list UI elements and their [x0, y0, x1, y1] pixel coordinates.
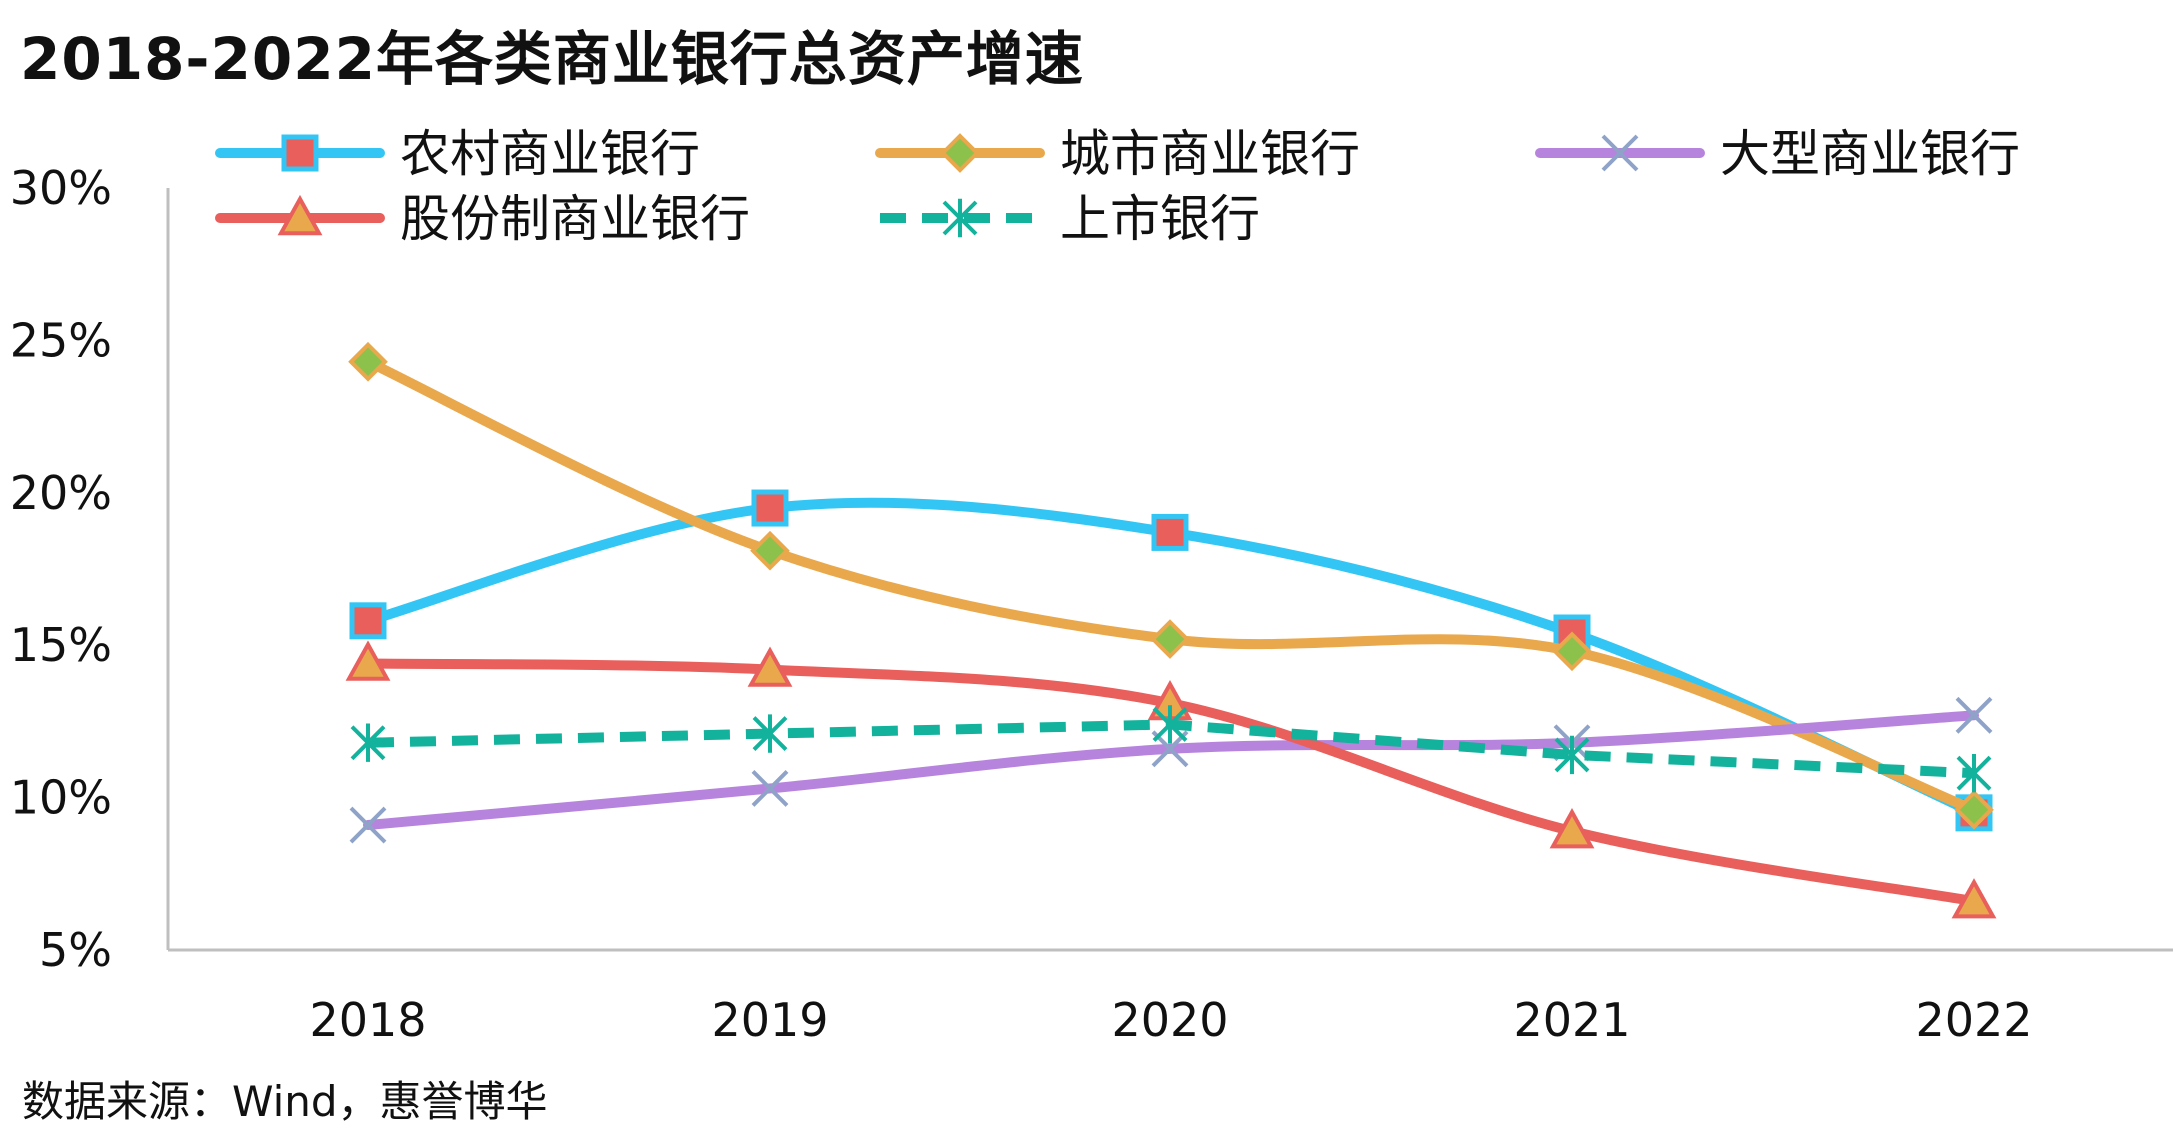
data-point-marker — [1956, 754, 1992, 793]
x-tick-labels: 2018 2019 2020 2021 2022 — [309, 993, 2032, 1047]
legend-marker — [281, 134, 319, 172]
legend-item: 城市商业银行 — [875, 125, 1360, 183]
legend-item: 上市银行 — [880, 190, 1260, 248]
data-point-marker — [1150, 619, 1190, 659]
legend-item: 大型商业银行 — [1535, 125, 2020, 183]
series-diamond — [348, 341, 1994, 830]
x-tick-label: 2018 — [309, 993, 426, 1047]
legend-label: 上市银行 — [1060, 190, 1260, 248]
legend-item: 农村商业银行 — [215, 125, 700, 183]
y-tick-label: 25% — [10, 313, 112, 367]
series-star — [350, 705, 1992, 793]
y-tick-label: 30% — [10, 161, 112, 215]
data-point-marker — [1549, 808, 1595, 849]
y-tick-label: 5% — [39, 923, 112, 977]
data-point-marker — [751, 489, 789, 527]
data-point-marker — [751, 770, 789, 807]
x-tick-label: 2022 — [1915, 993, 2032, 1047]
series-triangle — [345, 640, 1997, 919]
series-lines — [345, 341, 1997, 919]
data-point-marker — [1954, 789, 1994, 830]
y-tick-label: 20% — [10, 466, 112, 520]
y-tick-label: 10% — [10, 771, 112, 825]
data-point-marker — [345, 640, 391, 681]
legend-label: 农村商业银行 — [400, 125, 700, 183]
data-point-marker — [1552, 631, 1592, 672]
legend-label: 大型商业银行 — [1720, 125, 2020, 183]
legend-marker — [940, 133, 980, 173]
data-point-marker — [1151, 513, 1189, 551]
legend-item: 股份制商业银行 — [215, 190, 750, 248]
legend-marker — [942, 198, 978, 238]
data-point-marker — [1951, 878, 1997, 919]
data-source-note: 数据来源：Wind，惠誉博华 — [22, 1077, 548, 1126]
data-point-marker — [348, 341, 388, 382]
data-point-marker — [750, 530, 790, 571]
legend-label: 股份制商业银行 — [400, 190, 750, 248]
chart-title: 2018-2022年各类商业银行总资产增速 — [20, 25, 1084, 93]
data-point-marker — [1152, 705, 1188, 744]
legend-label: 城市商业银行 — [1060, 125, 1360, 183]
x-tick-label: 2019 — [711, 993, 828, 1047]
data-point-marker — [350, 723, 386, 762]
data-point-marker — [752, 714, 788, 753]
y-tick-label: 15% — [10, 618, 112, 672]
data-point-marker — [349, 602, 387, 640]
x-tick-label: 2020 — [1111, 993, 1228, 1047]
legend-marker — [277, 194, 323, 236]
legend-marker — [1601, 134, 1639, 172]
y-tick-labels: 5% 10% 15% 20% 25% 30% — [10, 161, 112, 977]
data-point-marker — [1955, 696, 1993, 734]
data-point-marker — [747, 646, 793, 687]
data-point-marker — [349, 806, 387, 844]
x-tick-label: 2021 — [1513, 993, 1630, 1047]
data-point-marker — [1554, 735, 1590, 775]
